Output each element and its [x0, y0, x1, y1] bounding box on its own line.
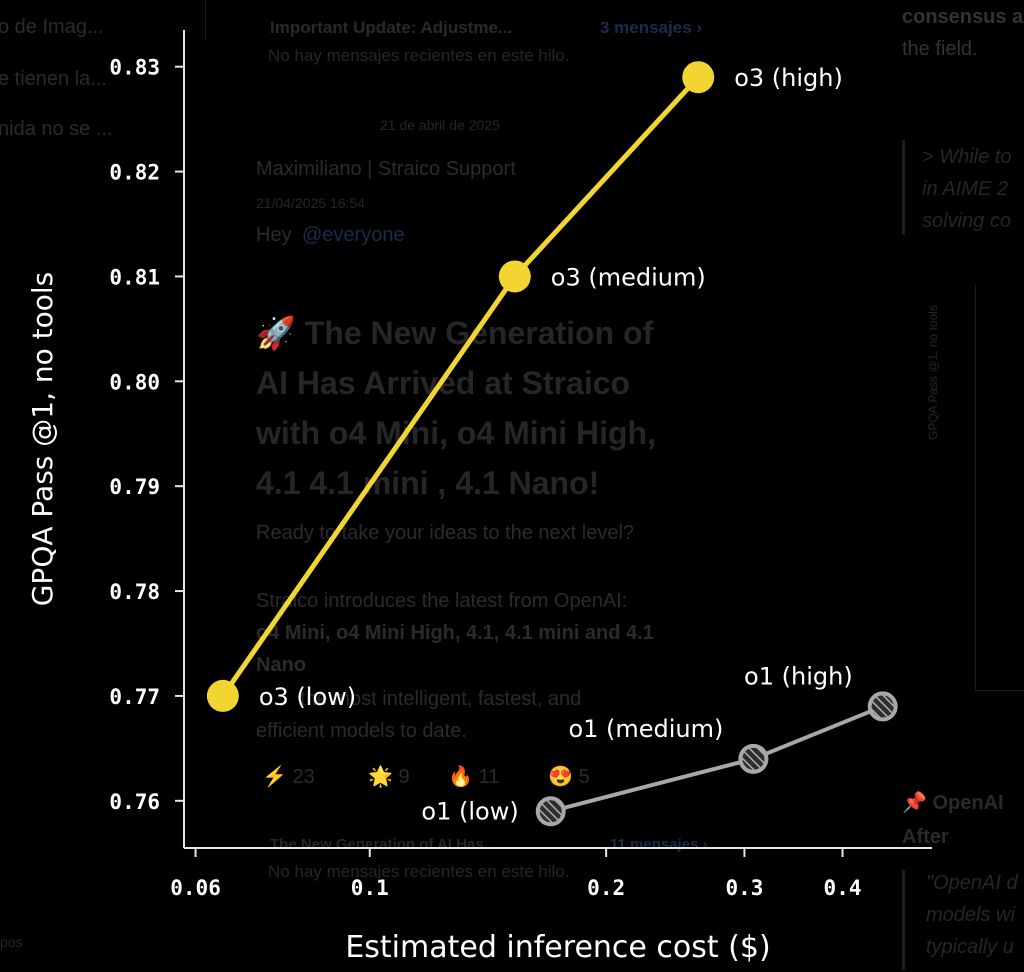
right-text: consensus a [902, 6, 1024, 28]
y-tick-label: 0.83 [109, 56, 160, 80]
reaction-button[interactable]: 🔥 11 [448, 766, 500, 788]
data-point-o3 [498, 260, 531, 293]
right-quote: in AIME 2 [922, 178, 1008, 200]
message-author[interactable]: Maximiliano | Straico Support [256, 158, 516, 180]
x-tick-label: 0.3 [725, 876, 763, 900]
x-tick-label: 0.1 [351, 876, 389, 900]
data-point-o1 [738, 743, 769, 774]
reaction-button[interactable]: ⚡ 23 [262, 766, 315, 788]
right-pin-title: 📌 OpenAI [902, 792, 1004, 814]
point-label: o1 (low) [421, 797, 518, 825]
x-axis-label: Estimated inference cost ($) [345, 930, 770, 965]
message-timestamp: 21/04/2025 16:54 [256, 195, 365, 211]
reaction-button[interactable]: 😍 5 [548, 766, 590, 788]
right-quote-2: models wi [926, 904, 1015, 926]
quote-bar-2 [902, 870, 905, 970]
thread-header[interactable]: Important Update: Adjustme... [270, 18, 513, 37]
series-line-o3 [220, 75, 701, 698]
thread-count-link[interactable]: 3 mensajes › [600, 18, 703, 37]
point-label: o3 (low) [259, 683, 356, 711]
left-snippet: pos [0, 934, 23, 950]
no-recent-messages: No hay mensajes recientes en este hilo. [268, 46, 570, 65]
right-quote-2: typically u [926, 936, 1014, 958]
reaction-button[interactable]: 🌟 9 [368, 766, 410, 788]
data-point-o1 [867, 691, 898, 722]
left-snippet: nida no se ... [0, 118, 113, 140]
y-tick-label: 0.79 [109, 475, 160, 499]
point-label: o3 (medium) [551, 263, 706, 291]
quote-bar [902, 140, 905, 235]
point-label: o3 (high) [734, 64, 843, 92]
headline-line: 4.1 4.1 mini , 4.1 Nano! [256, 465, 600, 501]
right-quote: solving co [922, 210, 1011, 232]
point-label: o1 (high) [744, 662, 853, 690]
right-after: After [902, 826, 949, 848]
body-text: Nano [256, 654, 306, 676]
y-tick-label: 0.82 [109, 161, 160, 185]
thread-divider [205, 0, 206, 40]
mini-chart-frame [975, 285, 1024, 691]
y-tick-label: 0.80 [109, 370, 160, 394]
point-label: o1 (medium) [568, 715, 723, 743]
body-text: Straico introduces the latest from OpenA… [256, 590, 628, 612]
y-tick-label: 0.78 [109, 580, 160, 604]
left-snippet: e tienen la... [0, 68, 107, 90]
body-text: Ready to take your ideas to the next lev… [256, 522, 635, 544]
greeting-text: Hey [256, 224, 292, 246]
y-axis-label: GPQA Pass @1, no tools [26, 272, 59, 607]
y-tick-label: 0.77 [109, 685, 160, 709]
axes [183, 30, 932, 849]
date-divider: 21 de abril de 2025 [380, 117, 500, 133]
x-tick-label: 0.4 [824, 876, 862, 900]
mention-tag[interactable]: @everyone [302, 224, 405, 246]
y-tick-label: 0.76 [109, 790, 160, 814]
left-snippet: o de Imag... [0, 16, 104, 38]
headline-line: with o4 Mini, o4 Mini High, [256, 415, 656, 451]
no-recent-messages-2: No hay mensajes recientes en este hilo. [268, 862, 570, 881]
body-text: efficient models to date. [256, 720, 467, 742]
right-text: the field. [902, 38, 978, 60]
y-tick-label: 0.81 [109, 265, 160, 289]
right-quote: > While to [922, 146, 1012, 168]
x-tick-label: 0.06 [170, 876, 221, 900]
data-point-o3 [206, 679, 239, 712]
body-text: o4 Mini, o4 Mini High, 4.1, 4.1 mini and… [256, 622, 654, 644]
x-tick-label: 0.2 [587, 876, 625, 900]
right-quote-2: "OpenAI d [926, 872, 1018, 894]
data-point-o3 [682, 61, 715, 94]
body-text: the most intelligent, fastest, and [300, 688, 582, 710]
data-point-o1 [535, 796, 566, 827]
headline-line: 🚀 The New Generation of [256, 315, 654, 351]
